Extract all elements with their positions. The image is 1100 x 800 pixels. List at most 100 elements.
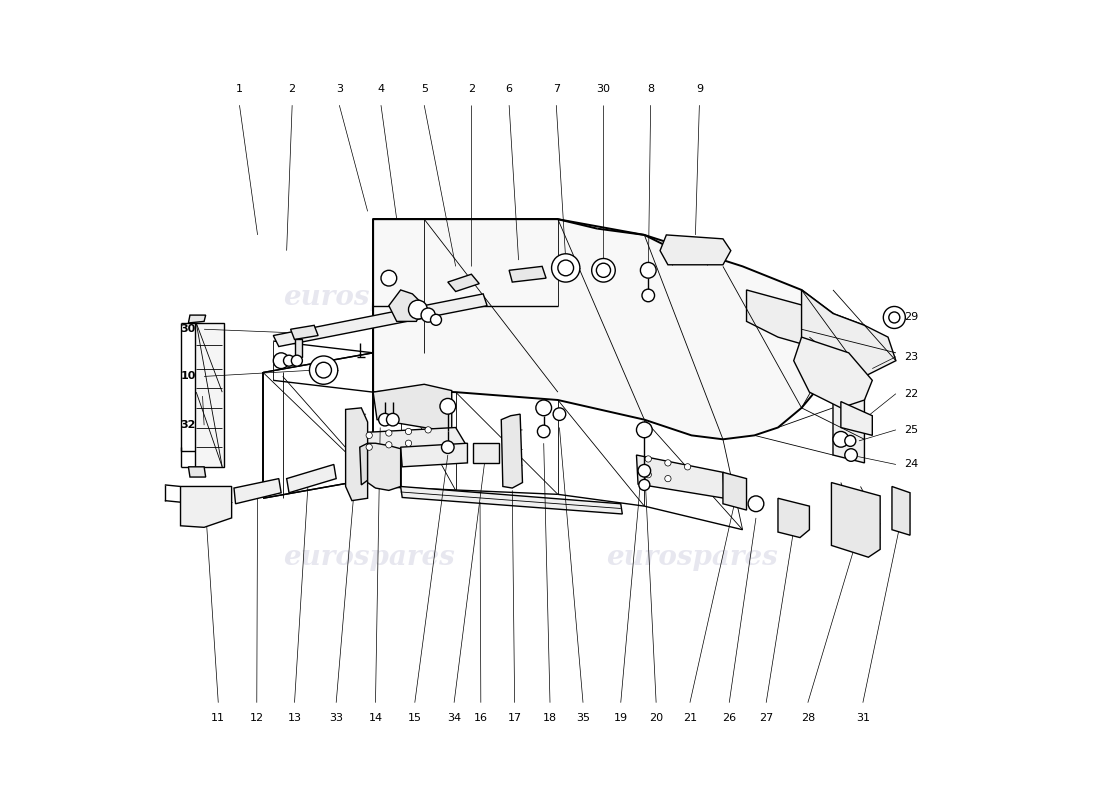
Circle shape	[664, 475, 671, 482]
Polygon shape	[188, 315, 206, 323]
Circle shape	[430, 314, 441, 326]
Text: 22: 22	[904, 389, 918, 398]
Text: 8: 8	[647, 85, 654, 94]
Polygon shape	[802, 290, 895, 377]
Polygon shape	[840, 402, 872, 435]
Circle shape	[664, 460, 671, 466]
Polygon shape	[180, 486, 232, 527]
Circle shape	[386, 430, 392, 436]
Text: 2: 2	[468, 85, 475, 94]
Circle shape	[558, 260, 573, 276]
Text: 35: 35	[576, 714, 590, 723]
Circle shape	[440, 398, 455, 414]
Circle shape	[284, 355, 295, 366]
Circle shape	[889, 312, 900, 323]
Circle shape	[386, 442, 392, 448]
Circle shape	[684, 464, 691, 470]
Circle shape	[366, 444, 372, 450]
Circle shape	[406, 428, 411, 434]
Text: eurospares: eurospares	[606, 544, 778, 570]
Text: 7: 7	[552, 85, 560, 94]
Polygon shape	[353, 427, 468, 454]
Polygon shape	[747, 290, 833, 353]
Circle shape	[640, 262, 656, 278]
Circle shape	[536, 400, 551, 416]
Circle shape	[309, 356, 338, 384]
Polygon shape	[290, 326, 318, 339]
Circle shape	[642, 289, 654, 302]
Text: 2: 2	[288, 85, 296, 94]
Polygon shape	[892, 486, 910, 535]
Circle shape	[845, 435, 856, 446]
Circle shape	[592, 258, 615, 282]
Text: 24: 24	[904, 459, 918, 470]
Text: 1: 1	[236, 85, 243, 94]
Text: eurospares: eurospares	[606, 284, 778, 311]
Text: 27: 27	[759, 714, 773, 723]
Polygon shape	[367, 443, 400, 490]
Polygon shape	[373, 384, 452, 431]
Circle shape	[845, 449, 857, 462]
Polygon shape	[723, 472, 747, 510]
Polygon shape	[400, 443, 468, 467]
Text: 16: 16	[474, 714, 487, 723]
Polygon shape	[509, 266, 546, 282]
Polygon shape	[794, 337, 872, 408]
Text: 10: 10	[180, 371, 196, 382]
Text: 32: 32	[180, 420, 196, 430]
Text: 12: 12	[250, 714, 264, 723]
Text: 23: 23	[904, 352, 918, 362]
Circle shape	[551, 254, 580, 282]
Text: 5: 5	[420, 85, 428, 94]
Text: 26: 26	[723, 714, 736, 723]
Text: 9: 9	[696, 85, 703, 94]
Polygon shape	[778, 498, 810, 538]
Text: 28: 28	[801, 714, 815, 723]
Polygon shape	[273, 294, 487, 346]
Text: 20: 20	[649, 714, 663, 723]
Circle shape	[273, 353, 289, 369]
Polygon shape	[637, 455, 725, 498]
Polygon shape	[234, 478, 282, 504]
Text: 6: 6	[506, 85, 513, 94]
Circle shape	[645, 471, 651, 478]
Polygon shape	[287, 465, 337, 493]
Polygon shape	[345, 408, 367, 501]
Text: 15: 15	[408, 714, 421, 723]
Text: 21: 21	[683, 714, 697, 723]
Text: 30: 30	[180, 324, 196, 334]
Circle shape	[386, 414, 399, 426]
Polygon shape	[660, 235, 730, 265]
Circle shape	[748, 496, 763, 512]
Circle shape	[639, 479, 650, 490]
Circle shape	[596, 263, 611, 278]
Text: 34: 34	[447, 714, 461, 723]
Circle shape	[538, 425, 550, 438]
Circle shape	[408, 300, 428, 319]
Circle shape	[645, 456, 651, 462]
Circle shape	[381, 270, 397, 286]
Polygon shape	[832, 482, 880, 558]
Text: 31: 31	[856, 714, 870, 723]
Polygon shape	[502, 414, 522, 488]
Polygon shape	[833, 314, 865, 463]
Text: 25: 25	[904, 425, 918, 435]
Text: 11: 11	[211, 714, 226, 723]
Circle shape	[441, 441, 454, 454]
Text: 4: 4	[377, 85, 385, 94]
Polygon shape	[373, 219, 833, 439]
Text: 18: 18	[543, 714, 557, 723]
Text: 17: 17	[507, 714, 521, 723]
Circle shape	[292, 355, 302, 366]
Text: 14: 14	[368, 714, 383, 723]
Polygon shape	[188, 467, 206, 477]
Circle shape	[637, 422, 652, 438]
Text: 29: 29	[904, 313, 918, 322]
Circle shape	[425, 426, 431, 433]
Polygon shape	[448, 274, 480, 291]
Circle shape	[406, 440, 411, 446]
Text: eurospares: eurospares	[284, 544, 455, 570]
Circle shape	[421, 308, 436, 322]
Polygon shape	[400, 486, 623, 514]
Polygon shape	[373, 219, 558, 306]
